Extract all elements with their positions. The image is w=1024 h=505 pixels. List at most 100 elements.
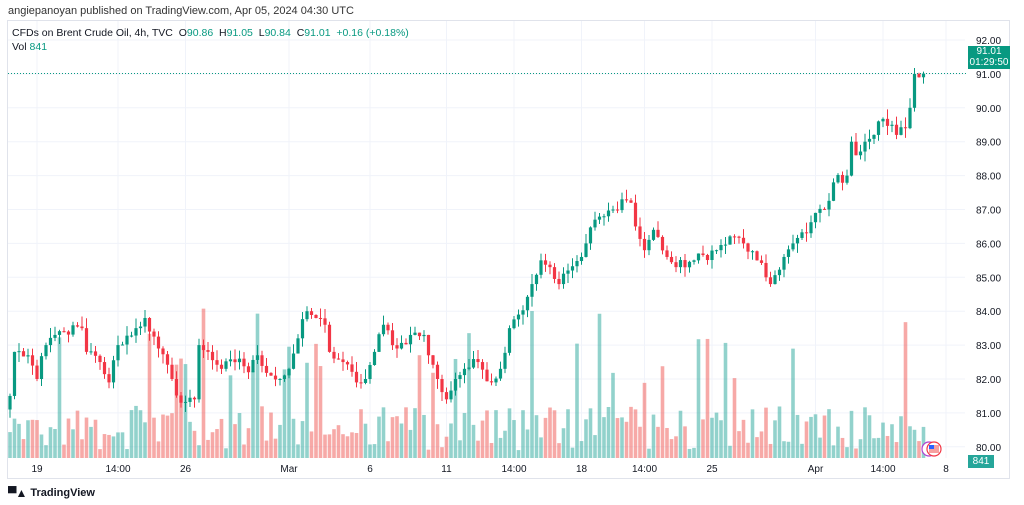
volume-bar — [377, 416, 381, 458]
candle-body — [39, 356, 44, 379]
candle-body — [192, 397, 197, 400]
candle-body — [66, 331, 71, 335]
candle-body — [710, 250, 714, 261]
candle-body — [345, 362, 350, 365]
volume-bar — [485, 410, 489, 458]
candle-body — [620, 199, 624, 211]
volume-bar — [390, 417, 395, 458]
candle-body — [246, 366, 251, 373]
volume-bar — [651, 414, 656, 458]
candle-body — [147, 317, 152, 332]
volume-bar — [912, 429, 917, 458]
candle-body — [732, 236, 737, 238]
candle-body — [593, 219, 597, 228]
candle-body — [440, 379, 444, 393]
candle-body — [134, 328, 138, 336]
volume-bar — [890, 424, 894, 458]
candle-body — [570, 266, 575, 271]
candle-body — [656, 229, 660, 237]
volume-bar — [98, 449, 102, 458]
volume-bar — [30, 419, 35, 458]
volume-bar — [368, 444, 372, 458]
volume-bar — [417, 355, 422, 458]
volume-bar — [728, 445, 732, 458]
volume-bar — [143, 422, 147, 458]
volume-bar — [678, 410, 683, 458]
volume-bar — [489, 443, 494, 458]
candle-body — [57, 331, 62, 335]
volume-bar — [21, 439, 26, 458]
candle-body — [120, 344, 125, 346]
volume-bar — [125, 449, 129, 458]
candle-body — [638, 226, 642, 239]
volume-bar — [62, 444, 66, 458]
volume-bar — [435, 424, 440, 458]
candle-body — [188, 397, 192, 402]
candle-body — [746, 243, 750, 252]
volume-bar — [836, 426, 840, 458]
candle-body — [179, 395, 183, 403]
volume-bar — [215, 429, 219, 458]
candle-body — [417, 332, 422, 337]
candle-body — [138, 326, 143, 329]
candle-body — [111, 360, 116, 383]
candle-body — [557, 278, 561, 285]
volume-bar — [134, 405, 138, 458]
volume-bar — [246, 428, 251, 458]
candle-body — [507, 328, 512, 353]
volume-bar — [795, 414, 800, 458]
volume-bar — [453, 358, 458, 458]
volume-bar — [674, 436, 678, 458]
candle-body — [219, 364, 224, 369]
candle-body — [98, 355, 102, 363]
candle-body — [426, 334, 431, 356]
candle-body — [8, 395, 12, 410]
volume-bar — [309, 431, 314, 458]
volume-bar — [732, 378, 737, 458]
volume-bar — [791, 348, 795, 458]
candle-body — [12, 351, 17, 396]
tradingview-logo[interactable]: ▀▲ TradingView — [8, 486, 95, 500]
volume-bar — [332, 429, 336, 458]
volume-bar — [494, 410, 498, 458]
volume-bar — [449, 423, 453, 458]
candle-body — [516, 314, 521, 320]
volume-bar — [179, 358, 183, 458]
symbol-title[interactable]: CFDs on Brent Crude Oil, 4h, TVC — [12, 27, 173, 39]
volume-bar — [363, 423, 368, 458]
chart-frame[interactable] — [7, 20, 1010, 479]
volume-bar — [696, 339, 701, 458]
candle-body — [705, 254, 710, 261]
volume-bar — [921, 426, 926, 458]
candle-body — [215, 360, 219, 365]
volume-bar — [800, 443, 804, 458]
candle-body — [242, 358, 246, 367]
candle-body — [431, 355, 435, 365]
candle-body — [318, 317, 323, 319]
candle-body — [530, 284, 534, 297]
x-tick-label: 26 — [180, 464, 192, 475]
candle-body — [269, 372, 273, 376]
candle-body — [872, 134, 876, 139]
candle-body — [350, 364, 354, 372]
volume-bar — [291, 418, 296, 458]
volume-bar — [188, 421, 192, 458]
candle-body — [377, 334, 381, 352]
volume-bar — [692, 447, 696, 458]
candle-body — [129, 335, 134, 337]
candle-body — [885, 118, 890, 126]
candle-body — [354, 371, 359, 383]
candle-body — [17, 351, 21, 353]
volume-value: 841 — [29, 41, 48, 53]
change-value: +0.16 (+0.18%) — [336, 27, 409, 39]
volume-bar — [444, 436, 449, 458]
candle-body — [435, 364, 440, 379]
volume-bar — [818, 437, 822, 458]
candle-body — [206, 350, 210, 352]
candle-body — [548, 264, 552, 268]
candle-body — [719, 245, 723, 251]
candle-body — [845, 175, 849, 183]
volume-bar — [669, 439, 674, 458]
volume-bar — [359, 409, 363, 458]
